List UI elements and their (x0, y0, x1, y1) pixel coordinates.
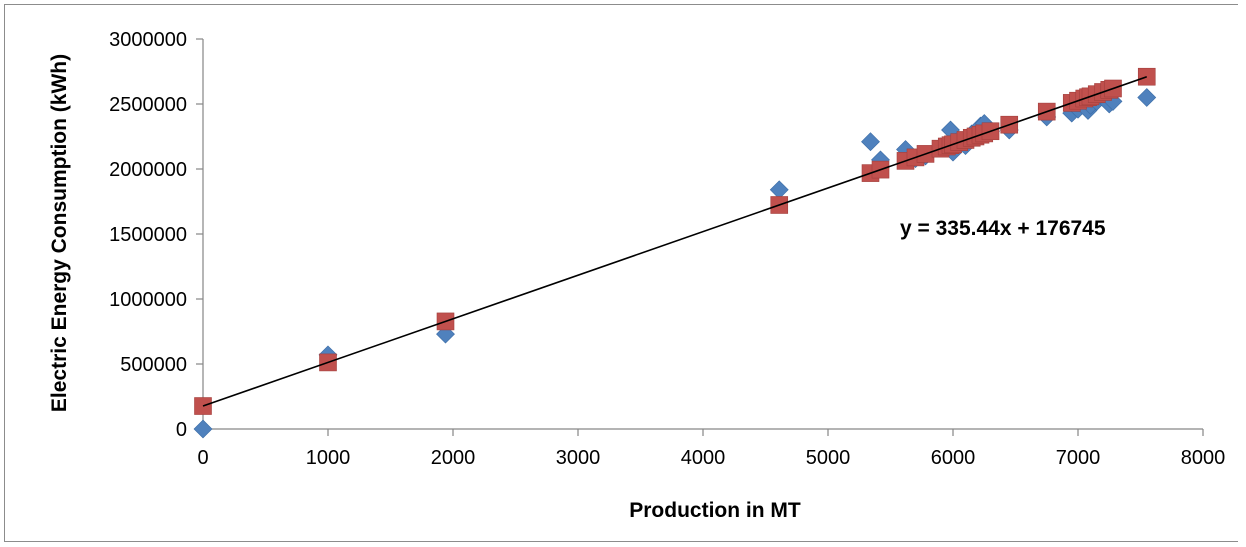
trendline (202, 76, 1148, 407)
y-tick-label: 0 (176, 419, 187, 441)
x-tick-label: 5000 (806, 447, 851, 469)
chart-area (4, 4, 1238, 542)
data-point-diamond (193, 419, 213, 439)
data-point-diamond (861, 132, 880, 152)
y-tick-label: 2000000 (109, 159, 187, 181)
x-axis: 0 1000 2000 3000 4000 5000 6000 7000 8000 (197, 428, 1226, 469)
x-tick-label: 0 (197, 447, 208, 469)
trendline-equation: y = 335.44x + 176745 (900, 217, 1106, 240)
x-tick-label: 4000 (681, 447, 726, 469)
x-tick-label: 7000 (1056, 447, 1101, 469)
data-point-square (1137, 67, 1156, 86)
y-tick-label: 500000 (120, 354, 187, 376)
y-tick-label: 1500000 (109, 224, 187, 246)
x-tick-label: 3000 (556, 447, 601, 469)
x-tick-label: 8000 (1181, 447, 1226, 469)
y-axis-title: Electric Energy Consumption (kWh) (48, 54, 71, 412)
data-point-diamond (769, 180, 789, 200)
x-axis-title: Production in MT (629, 499, 801, 522)
y-tick-label: 1000000 (109, 289, 187, 311)
x-tick-label: 2000 (431, 447, 476, 469)
plot-layer (193, 67, 1157, 439)
y-tick-label: 2500000 (109, 94, 187, 116)
y-tick-label: 3000000 (109, 29, 187, 51)
x-tick-label: 6000 (931, 447, 976, 469)
data-point-diamond (1137, 88, 1157, 107)
x-tick-label: 1000 (306, 447, 351, 469)
y-axis: 0 500000 1000000 1500000 2000000 2500000 30000… (109, 29, 204, 441)
